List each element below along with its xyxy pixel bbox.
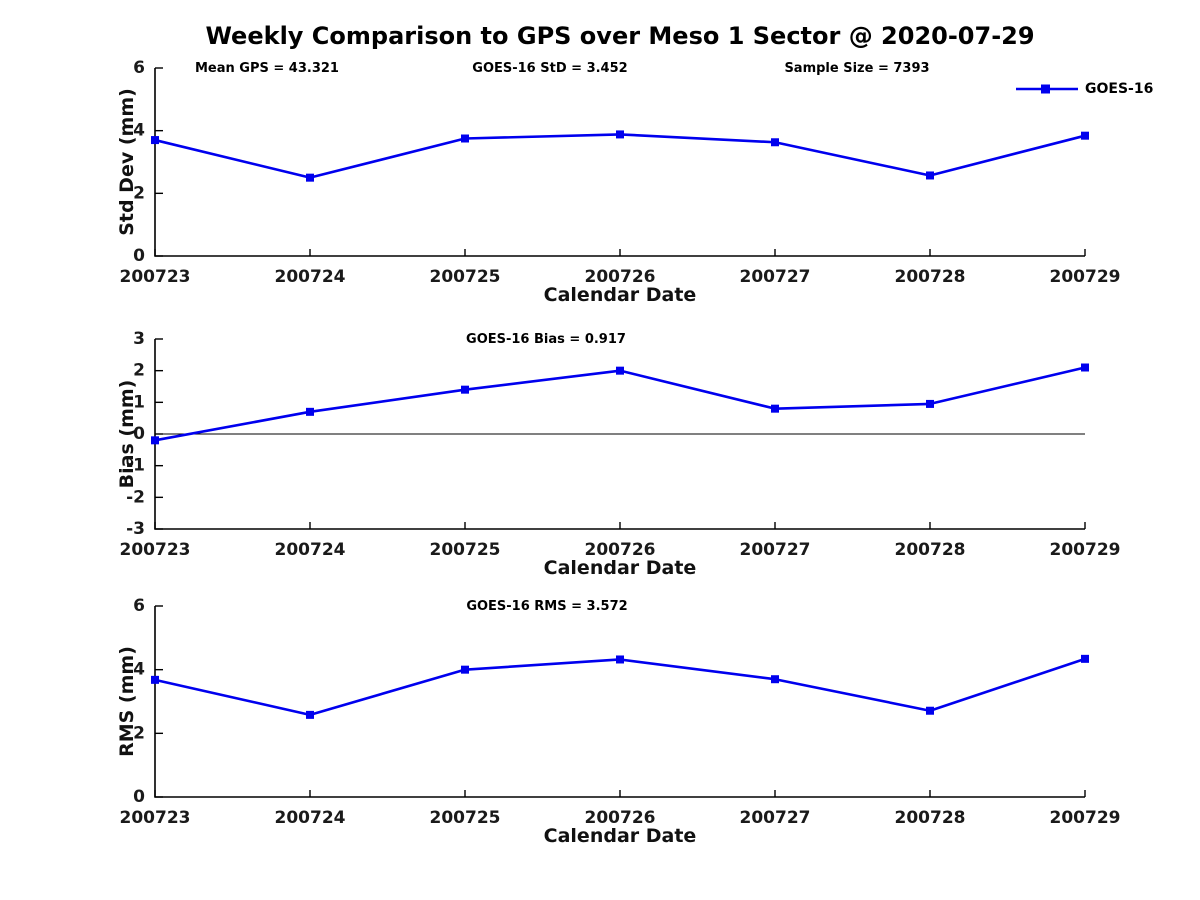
x-tick-label: 200723 <box>120 267 191 287</box>
x-tick-label: 200726 <box>585 540 656 560</box>
annotation-text: GOES-16 RMS = 3.572 <box>466 599 627 614</box>
y-tick-label: 3 <box>133 329 145 349</box>
legend-marker-icon <box>1041 84 1050 94</box>
x-tick-label: 200729 <box>1050 267 1121 287</box>
series-line-goes-16 <box>154 366 1086 442</box>
chart-bias: -3 -2 -1 0 1 2 3 200723 200724 200725 200726 200727… <box>116 329 1120 579</box>
axis-lines <box>154 606 1085 798</box>
legend-label: GOES-16 <box>1085 81 1153 97</box>
x-tick-label: 200724 <box>275 267 346 287</box>
x-tick-label: 200727 <box>740 808 811 828</box>
x-tick-label: 200726 <box>585 808 656 828</box>
y-tick-label: 2 <box>133 361 145 381</box>
figure-title: Weekly Comparison to GPS over Meso 1 Sec… <box>205 22 1035 50</box>
data-point-marker <box>616 366 624 375</box>
y-tick-label: 6 <box>133 58 145 78</box>
annotation-text: GOES-16 StD = 3.452 <box>472 61 627 76</box>
data-point-marker <box>926 399 934 408</box>
data-point-marker <box>926 171 934 180</box>
y-tick-label: -1 <box>126 456 145 476</box>
y-tick-label: -2 <box>126 487 145 507</box>
y-tick-label: -3 <box>126 519 145 539</box>
y-tick-label: 0 <box>133 246 145 266</box>
data-point-marker <box>926 706 934 715</box>
annotation-text: GOES-16 Bias = 0.917 <box>466 332 626 347</box>
x-axis-label: Calendar Date <box>544 557 697 579</box>
data-point-marker <box>616 130 624 139</box>
data-point-marker <box>461 134 469 143</box>
x-tick-label: 200729 <box>1050 540 1121 560</box>
data-point-marker <box>616 655 624 664</box>
annotation-text: Sample Size = 7393 <box>784 61 929 76</box>
series-line-goes-16 <box>154 133 1086 179</box>
data-point-marker <box>461 665 469 674</box>
annotation-text: Mean GPS = 43.321 <box>195 61 339 76</box>
y-axis-label: Std Dev (mm) <box>116 88 138 236</box>
x-tick-label: 200725 <box>430 267 501 287</box>
y-tick-label: 6 <box>133 596 145 616</box>
data-point-marker <box>771 404 779 413</box>
legend: GOES-16 <box>1016 81 1153 97</box>
data-point-marker <box>306 407 314 416</box>
x-tick-label: 200724 <box>275 808 346 828</box>
data-point-marker <box>151 436 159 445</box>
y-tick-label: 2 <box>133 723 145 743</box>
data-point-marker <box>1081 131 1089 140</box>
data-point-marker <box>1081 654 1089 663</box>
x-tick-label: 200725 <box>430 540 501 560</box>
data-point-marker <box>306 710 314 719</box>
y-tick-label: 4 <box>133 121 145 141</box>
data-point-marker <box>461 385 469 394</box>
x-tick-label: 200724 <box>275 540 346 560</box>
y-tick-label: 4 <box>133 660 145 680</box>
x-axis-label: Calendar Date <box>544 284 697 306</box>
chart-std-dev: 0 2 4 6 200723 200724 200725 200726 200727 200728… <box>116 58 1153 306</box>
data-point-marker <box>771 138 779 147</box>
x-tick-label: 200723 <box>120 808 191 828</box>
y-tick-label: 1 <box>133 392 145 412</box>
y-tick-label: 2 <box>133 183 145 203</box>
y-tick-label: 0 <box>133 424 145 444</box>
axis-lines <box>154 68 1085 257</box>
x-tick-label: 200729 <box>1050 808 1121 828</box>
data-point-marker <box>151 136 159 145</box>
y-tick-label: 0 <box>133 787 145 807</box>
x-tick-label: 200728 <box>895 267 966 287</box>
data-point-marker <box>771 675 779 684</box>
x-tick-label: 200728 <box>895 540 966 560</box>
y-axis-label: RMS (mm) <box>116 646 138 757</box>
data-point-marker <box>306 173 314 182</box>
y-axis-label: Bias (mm) <box>116 380 138 489</box>
data-point-marker <box>151 675 159 684</box>
x-tick-label: 200726 <box>585 267 656 287</box>
x-tick-label: 200727 <box>740 267 811 287</box>
x-tick-label: 200725 <box>430 808 501 828</box>
x-tick-label: 200723 <box>120 540 191 560</box>
series-line-goes-16 <box>154 657 1086 717</box>
x-tick-label: 200727 <box>740 540 811 560</box>
data-point-marker <box>1081 363 1089 372</box>
chart-rms: 0 2 4 6 200723 200724 200725 200726 200727 200728… <box>116 596 1120 847</box>
x-axis-label: Calendar Date <box>544 825 697 847</box>
x-tick-label: 200728 <box>895 808 966 828</box>
